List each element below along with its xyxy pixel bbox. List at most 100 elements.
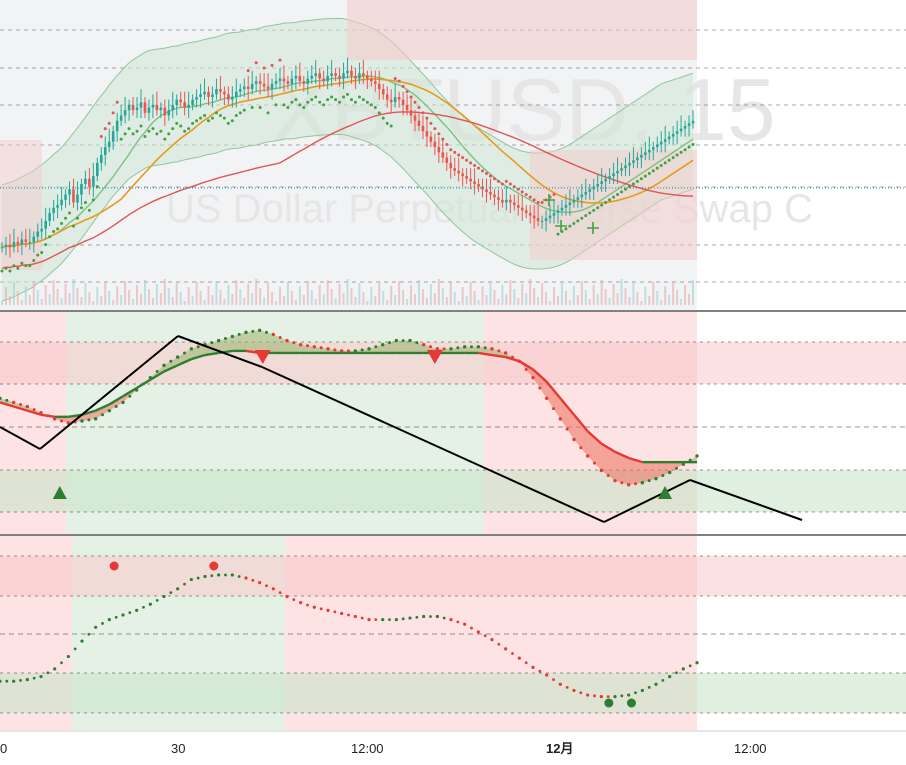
osc1-main-dot [271,332,276,337]
osc1-main-dot [503,351,508,355]
osc1-fill-segment [177,348,192,366]
candle-body [389,99,393,103]
osc2-dot [203,574,207,579]
sar-dot [222,116,226,120]
sar-dot [461,156,465,160]
sar-dot [492,177,496,181]
volume-bar [541,283,544,305]
osc2-dot [347,613,350,617]
candle-body [203,91,206,95]
candle-body [405,104,409,111]
volume-bar [449,283,452,305]
sar-dot [147,129,151,133]
candle-body [370,78,373,82]
sar-dot [167,132,171,136]
osc1-main-dot [613,478,617,483]
volume-bar [632,283,635,305]
osc1-main-dot [552,407,555,411]
osc1-signal-line [122,386,138,398]
osc2-dot [25,678,29,682]
candle-body [437,147,441,153]
osc1-main-dot [470,345,473,349]
sar-dot [679,150,683,154]
volume-bar [469,282,472,305]
osc1-fill-segment [560,398,574,440]
osc1-signal-line [0,401,15,408]
volume-bar [56,289,59,305]
volume-bar [155,284,158,305]
osc1-fill-segment [287,340,301,353]
volume-bar [159,293,162,305]
osc1-signal-line [177,358,192,367]
osc2-dot [265,584,268,588]
candle-body [588,189,592,192]
sar-dot [318,100,322,104]
candle-body [385,94,389,100]
osc2-dot [319,607,323,611]
osc2-dot [135,608,139,612]
candle-body [381,89,385,95]
candle-body [477,184,480,187]
candle-body [28,242,32,243]
sar-dot [183,129,187,133]
candle-body [298,75,302,82]
volume-bar [553,287,556,305]
sar-dot [131,132,135,136]
osc1-main-dot [435,347,440,351]
osc1-main-dot [107,408,112,413]
osc1-main-dot [60,419,63,423]
sar-dot [91,198,95,202]
volume-bar [4,287,7,305]
candle-body [52,207,55,213]
volume-bar [493,290,496,305]
volume-bar [672,281,675,305]
osc2-dot [292,598,296,601]
volume-bar [231,294,234,305]
sar-dot [556,232,560,236]
sar-dot [48,235,52,239]
sar-dot [647,171,651,175]
volume-bar [680,299,683,305]
osc1-fill-segment [615,451,629,485]
sar-dot [477,166,481,170]
volume-bar [560,282,563,305]
volume-bar [334,298,337,305]
volume-bar [417,280,420,305]
volume-bar [628,297,631,305]
candle-body [429,136,433,142]
osc1-main-dot [681,462,686,466]
osc1-signal-line [614,450,630,460]
osc1-signal-line [532,368,548,383]
sar-dot [496,179,500,183]
volume-bar [68,293,71,305]
candle-body [509,199,512,203]
osc1-signal-line [491,353,506,359]
sar-dot [143,135,147,139]
price-panel: XBTUSD, 15 US Dollar Perpetual Inverse S… [0,0,906,310]
volume-bar [692,280,694,305]
volume-bar [513,289,516,305]
volume-bar [247,284,250,305]
volume-bar [255,279,258,305]
sar-dot [151,127,155,131]
sar-dot [314,95,318,99]
volume-bar [171,297,174,305]
time-axis[interactable]: 0 30 12:00 12月 12:00 [0,741,767,756]
sar-dot [425,116,429,120]
osc1-main-dot [565,427,569,431]
candle-body [608,176,611,179]
sar-dot [445,142,449,146]
volume-bar [120,295,123,305]
sar-dot [635,179,639,183]
candle-body [242,86,246,90]
osc2-dot [306,603,309,607]
osc2-dot [599,695,603,699]
osc2-dot [5,679,9,683]
candle-body [330,73,333,76]
sar-dot [409,95,413,99]
candle-body [421,126,425,132]
candle-body [473,181,476,184]
candle-body [568,202,572,206]
volume-bar [318,285,321,305]
volume-bar [227,285,230,305]
